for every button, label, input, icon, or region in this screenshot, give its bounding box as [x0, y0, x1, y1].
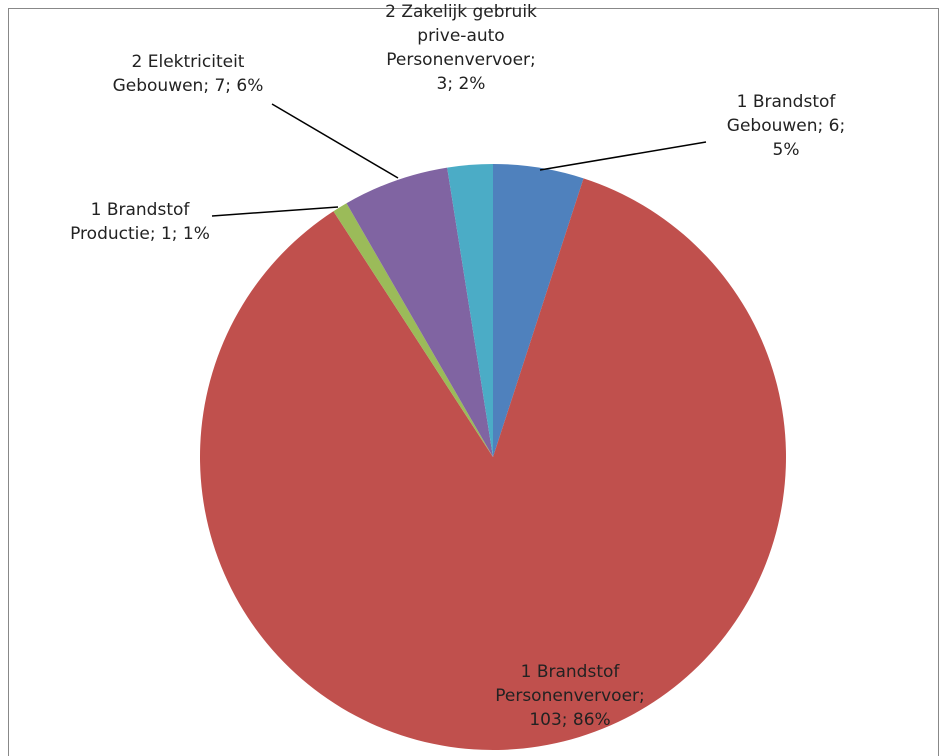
- data-label: 1 Brandstof Personenvervoer; 103; 86%: [495, 662, 645, 730]
- data-label: 2 Elektriciteit Gebouwen; 7; 6%: [112, 52, 264, 96]
- data-label: 2 Zakelijk gebruik prive-auto Personenve…: [385, 2, 537, 94]
- leader-lines: [211, 103, 707, 217]
- pie-slice: [199, 178, 786, 750]
- data-label: 1 Brandstof Gebouwen; 6; 5%: [726, 92, 846, 160]
- data-label: 1 Brandstof Productie; 1; 1%: [70, 200, 210, 244]
- leader-line: [539, 141, 707, 171]
- pie-slice: [493, 164, 584, 457]
- leader-line: [211, 206, 339, 217]
- pie-slice: [346, 167, 493, 458]
- pie-slice: [333, 203, 493, 457]
- leader-line: [271, 103, 399, 179]
- pie-slice: [447, 164, 493, 457]
